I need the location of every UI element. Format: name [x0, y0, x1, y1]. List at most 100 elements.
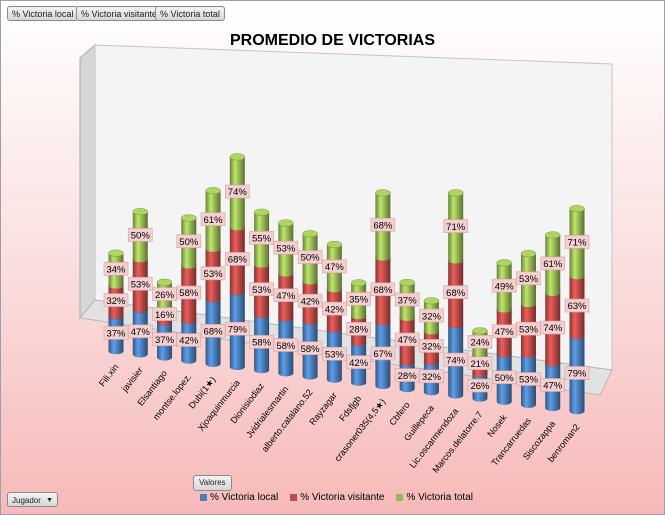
data-label: 53% — [519, 375, 539, 386]
data-label-box — [564, 298, 590, 313]
data-label: 37% — [155, 335, 175, 346]
jugador-filter-dropdown[interactable]: Jugador ▼ — [7, 492, 58, 507]
data-label: 32% — [106, 296, 126, 307]
bar-cap — [156, 278, 173, 286]
data-label-box — [322, 301, 347, 316]
data-label-box — [419, 308, 444, 323]
data-label: 47% — [495, 327, 515, 338]
bar-cap — [375, 189, 391, 197]
bar-cap — [399, 278, 415, 287]
category-label: Nosek — [485, 412, 509, 439]
chart-title: PROMEDIO DE VICTORIAS — [229, 32, 436, 49]
data-label-box — [200, 212, 226, 227]
bar-cap — [350, 279, 367, 287]
data-label-box — [176, 285, 202, 300]
legend-item-total: % Victoria total — [396, 492, 473, 503]
data-label: 71% — [446, 222, 466, 233]
data-label: 50% — [301, 253, 321, 264]
legend-swatch-visitante — [290, 494, 298, 501]
data-label: 53% — [131, 280, 151, 291]
category-label: Fdsfjgb — [337, 394, 363, 423]
data-label-box — [103, 293, 129, 307]
bar-cap — [423, 297, 440, 305]
field-button-total[interactable]: % Victoria total — [155, 6, 225, 21]
data-label: 53% — [519, 274, 539, 285]
data-label-box — [516, 271, 541, 286]
legend-label-visitante: % Victoria visitante — [300, 492, 385, 503]
data-label-box — [127, 324, 153, 339]
legend-label-total: % Victoria total — [406, 492, 473, 503]
data-label: 68% — [204, 327, 224, 338]
data-label: 58% — [179, 288, 199, 299]
data-label-box — [346, 322, 371, 336]
data-label: 67% — [373, 349, 393, 360]
data-label-box — [540, 320, 566, 335]
back-wall-side — [79, 43, 96, 320]
legend-label-local: % Victoria local — [210, 492, 279, 503]
data-label-box — [564, 235, 590, 249]
data-label: 42% — [325, 304, 345, 315]
data-label-box — [467, 335, 493, 349]
bar-cap — [544, 231, 561, 239]
data-label-box — [225, 184, 250, 199]
data-label: 47% — [543, 381, 563, 392]
data-label-box — [322, 259, 347, 274]
data-label: 53% — [325, 349, 345, 360]
data-label-box — [225, 321, 250, 336]
category-label: Cbfero — [387, 400, 412, 427]
data-label: 37% — [398, 295, 418, 306]
data-label: 34% — [106, 265, 126, 276]
data-label-box — [394, 292, 420, 307]
data-label: 74% — [446, 355, 466, 366]
bar-cap — [520, 250, 537, 258]
data-label-box — [467, 378, 493, 393]
data-label-box — [443, 219, 468, 233]
values-button[interactable]: Valores — [193, 475, 232, 491]
data-label-box — [225, 252, 250, 266]
bar-cap — [472, 327, 488, 335]
bar-cap — [496, 259, 512, 267]
bar-cap — [108, 249, 124, 257]
data-label: 47% — [131, 327, 151, 338]
data-label-box — [297, 293, 323, 308]
data-label: 74% — [228, 187, 248, 198]
data-label: 68% — [373, 285, 393, 296]
data-label: 68% — [228, 255, 248, 266]
data-label: 58% — [252, 338, 272, 349]
legend-item-visitante: % Victoria visitante — [290, 492, 384, 503]
data-label: 28% — [349, 325, 369, 336]
data-label: 35% — [349, 295, 369, 306]
data-label: 32% — [422, 372, 442, 383]
data-label: 47% — [276, 291, 296, 302]
data-label-box — [467, 356, 493, 370]
data-label-box — [370, 217, 396, 232]
data-label: 71% — [567, 238, 587, 249]
data-label-box — [540, 378, 566, 392]
data-label: 68% — [373, 220, 393, 231]
data-label: 53% — [204, 269, 224, 280]
data-label: 28% — [398, 371, 418, 382]
data-label: 26% — [155, 290, 175, 301]
data-label: 53% — [252, 285, 272, 296]
data-label: 50% — [495, 373, 515, 384]
data-label: 63% — [567, 301, 587, 312]
bar-cap — [181, 214, 197, 222]
data-label: 24% — [470, 338, 490, 349]
data-label-box — [176, 333, 202, 347]
chart-legend: % Victoria local % Victoria visitante % … — [200, 492, 473, 503]
bar-cap — [253, 208, 270, 216]
data-label: 42% — [179, 336, 199, 347]
bar-cap — [569, 205, 585, 213]
category-label: Marcos.delatorre.7 — [430, 409, 484, 474]
data-label: 47% — [398, 335, 418, 346]
data-label: 79% — [567, 369, 587, 380]
field-button-local[interactable]: % Victoria local — [7, 6, 79, 21]
bar-cap — [132, 208, 149, 216]
data-label-box — [370, 282, 396, 297]
data-label-box — [443, 285, 468, 299]
data-label-box — [273, 240, 299, 255]
bar-cap — [229, 153, 246, 161]
data-label: 50% — [131, 231, 151, 242]
data-label: 32% — [422, 311, 442, 322]
